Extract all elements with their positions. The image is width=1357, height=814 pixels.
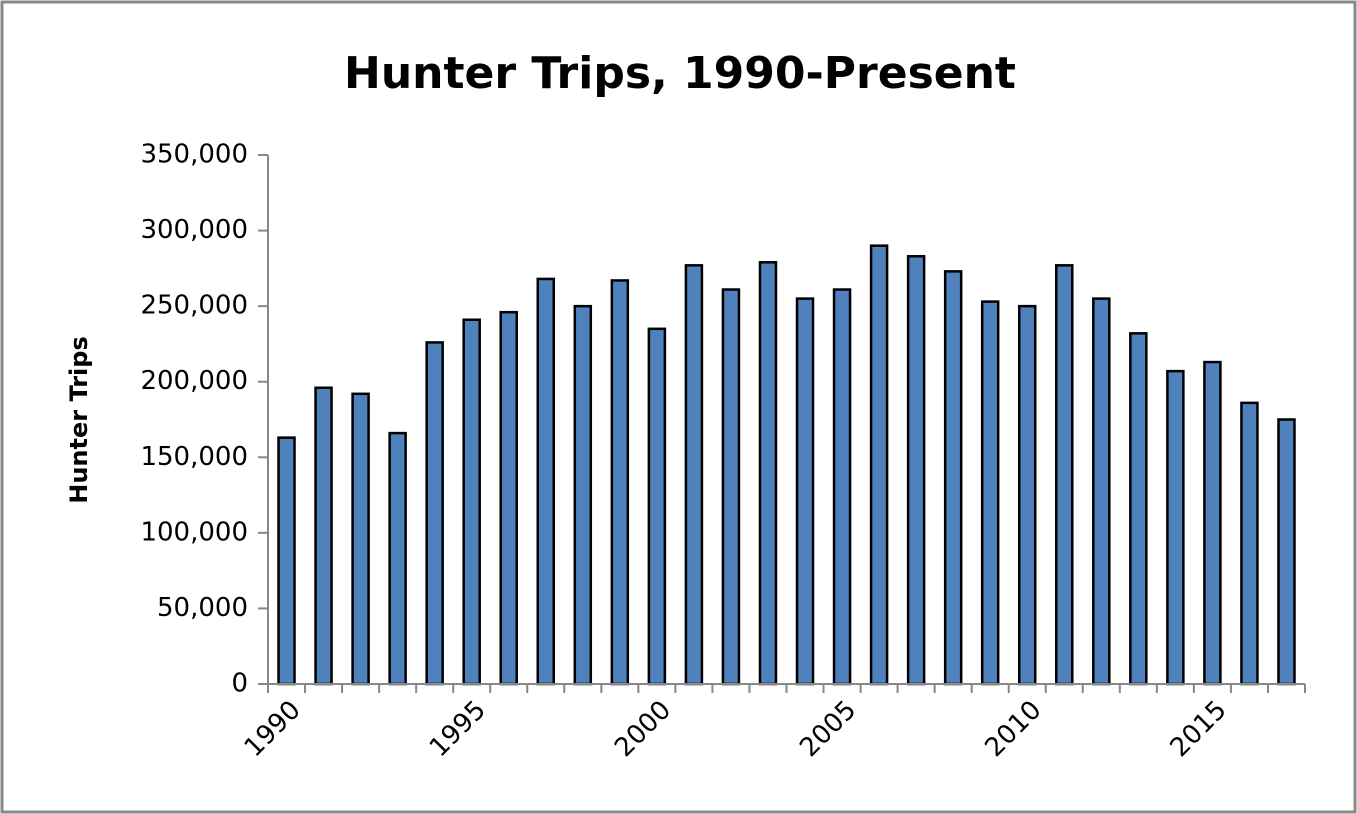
- bar: [1166, 369, 1185, 686]
- bar: [610, 279, 630, 686]
- y-tick-label: 50,000: [157, 593, 248, 623]
- bar: [388, 431, 407, 686]
- bar: [1240, 401, 1259, 686]
- bar: [314, 386, 333, 686]
- bar: [758, 261, 778, 686]
- bar: [721, 288, 741, 686]
- bar: [425, 341, 444, 686]
- y-tick-label: 350,000: [140, 140, 248, 170]
- bar: [647, 327, 667, 686]
- bar: [832, 288, 852, 686]
- bar: [906, 255, 926, 686]
- bar: [795, 297, 815, 686]
- y-axis-label: Hunter Trips: [65, 336, 93, 503]
- bar: [277, 436, 296, 686]
- bar: [1055, 264, 1074, 686]
- bar: [943, 270, 963, 686]
- y-tick-label: 100,000: [140, 517, 248, 547]
- bar: [869, 244, 889, 686]
- y-tick-label: 200,000: [140, 366, 248, 396]
- bar: [536, 277, 556, 686]
- y-tick-label: 250,000: [140, 291, 248, 321]
- bar: [462, 318, 481, 686]
- bar: [684, 264, 704, 686]
- y-tick-label: 300,000: [140, 215, 248, 245]
- y-tick-label: 150,000: [140, 442, 248, 472]
- bar: [1203, 360, 1222, 686]
- bar: [1017, 304, 1037, 686]
- bar: [351, 392, 370, 686]
- bar: [1092, 297, 1111, 686]
- chart-title: Hunter Trips, 1990-Present: [344, 48, 1016, 99]
- bar: [499, 310, 518, 686]
- bar: [1129, 332, 1148, 686]
- bar: [1277, 418, 1296, 686]
- bar: [573, 304, 593, 686]
- y-tick-label: 0: [231, 669, 248, 699]
- bar: [980, 300, 1000, 686]
